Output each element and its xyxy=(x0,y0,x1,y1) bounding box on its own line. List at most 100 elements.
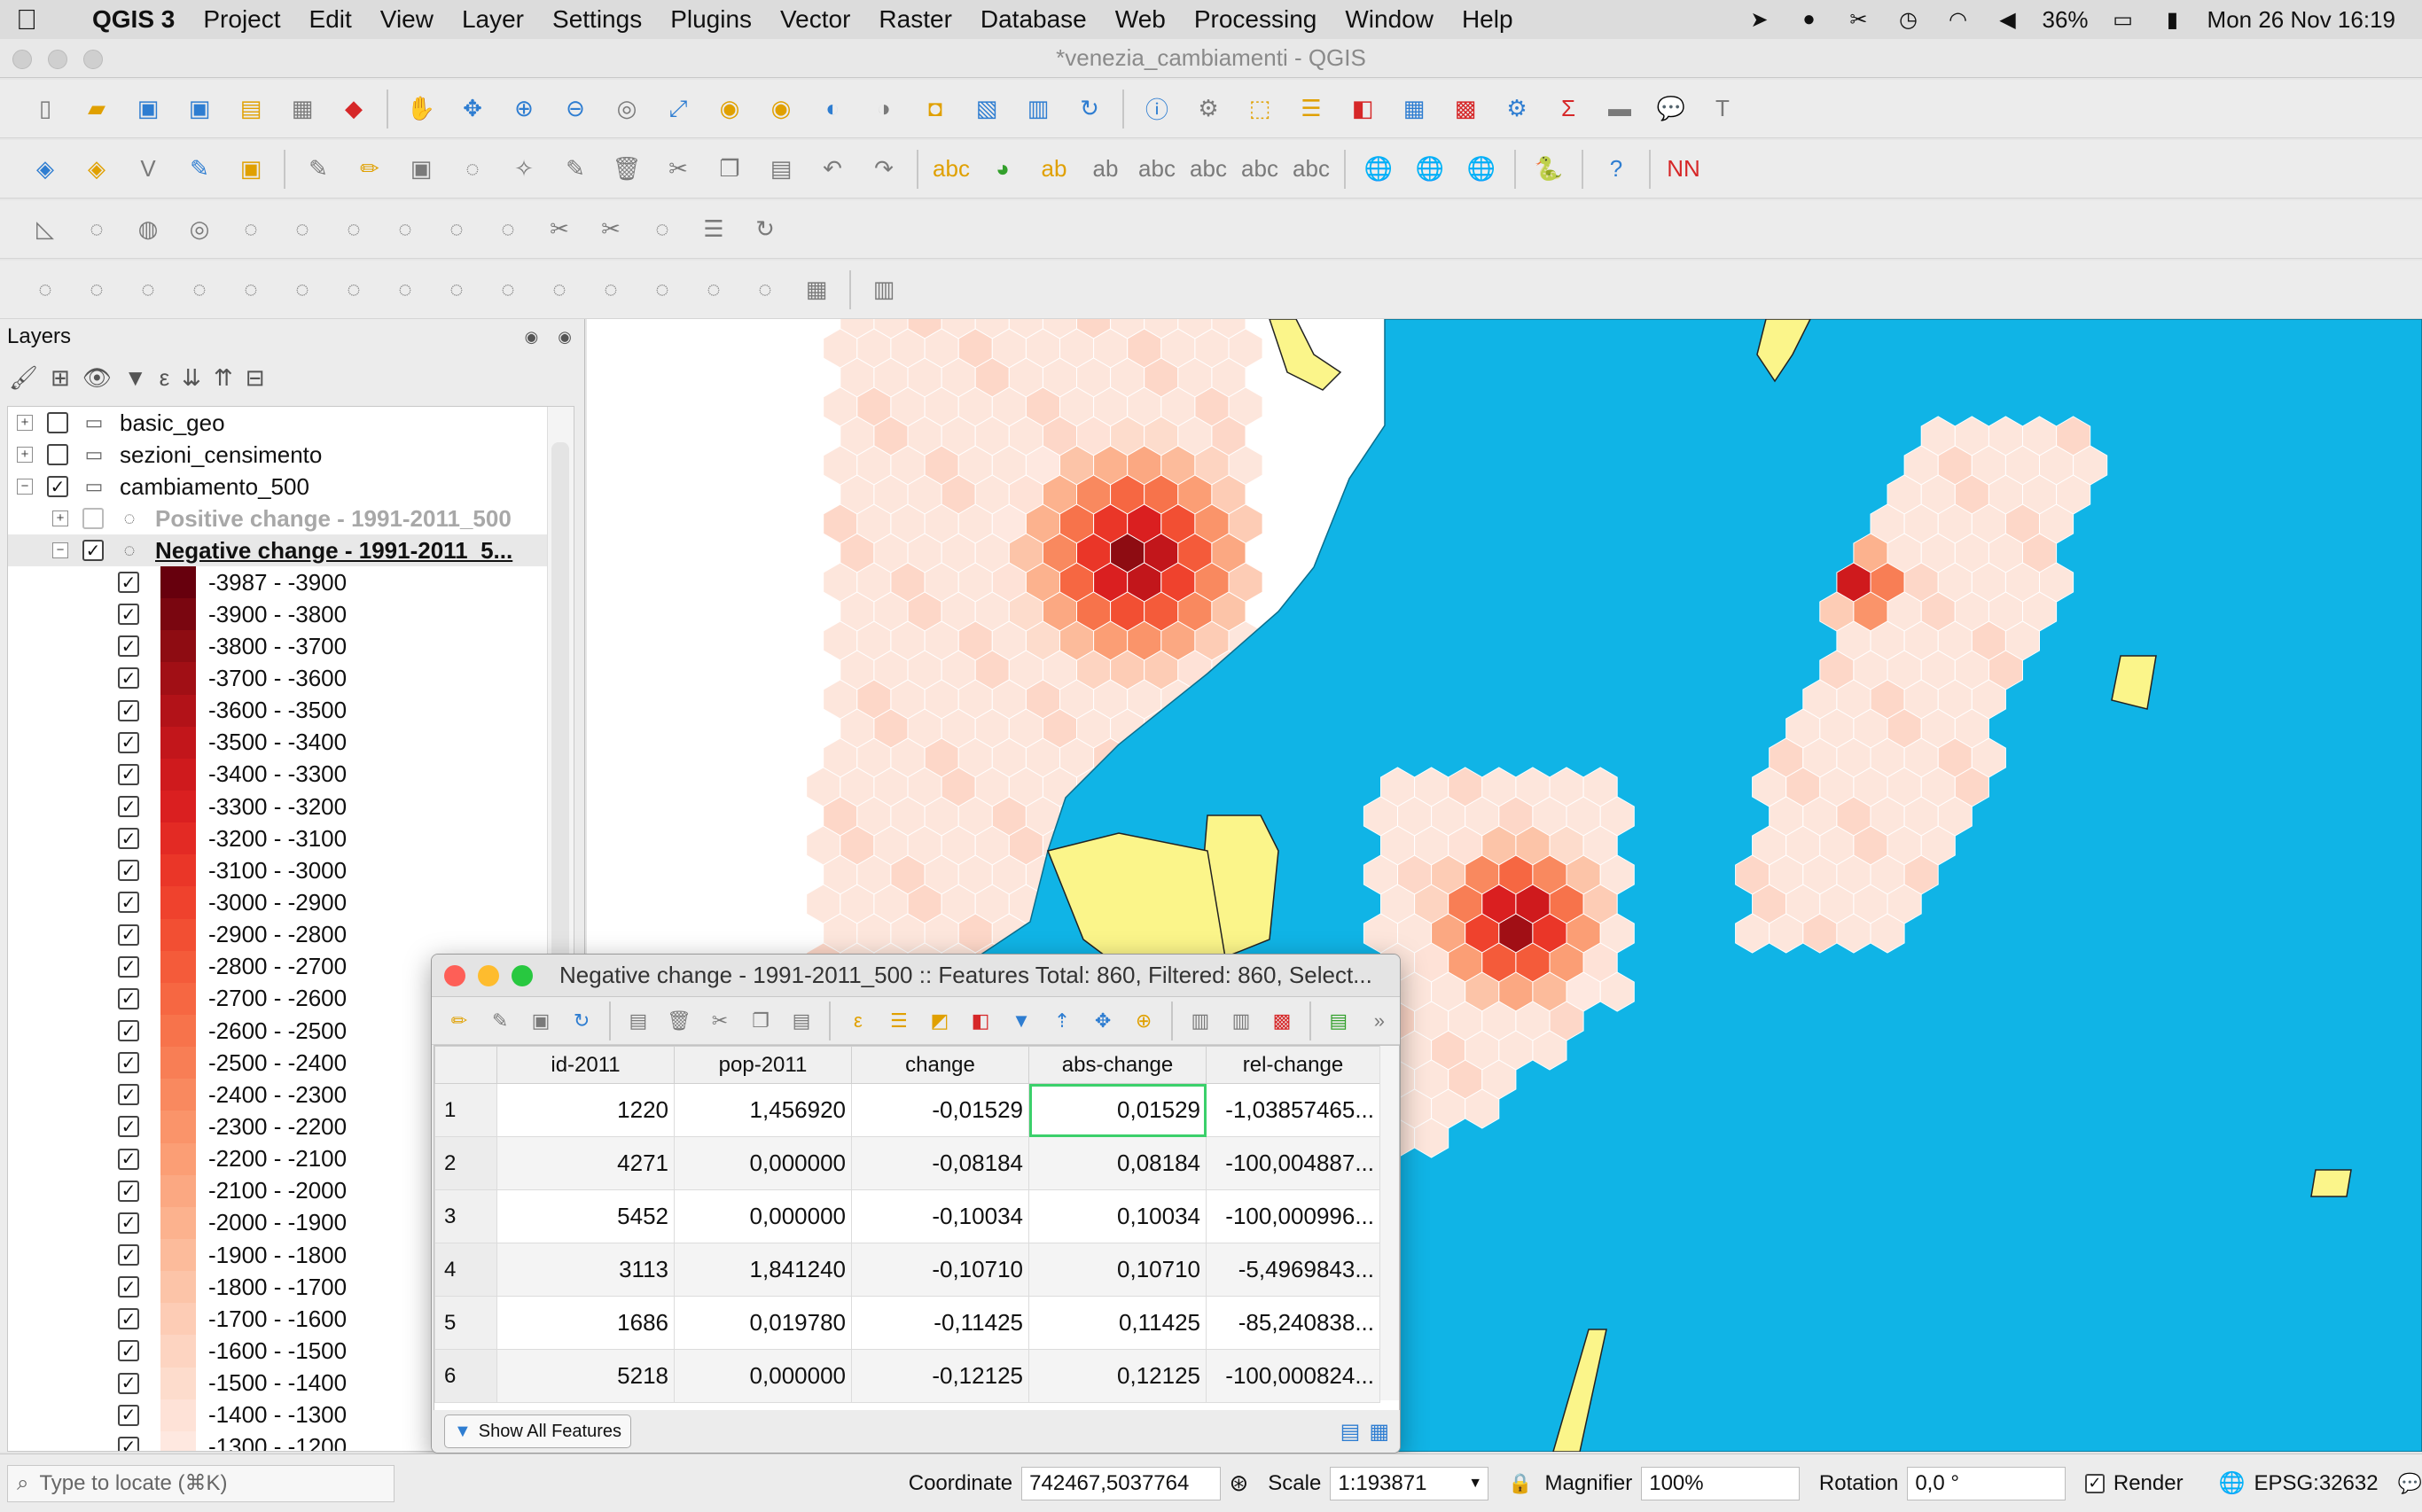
legend-class-checkbox[interactable]: ✓ xyxy=(118,1340,139,1362)
table-row[interactable]: 1 1220 1,456920 -0,01529 0,01529 -1,03857465.… xyxy=(434,1083,1380,1137)
layer-row-cambiamento-500[interactable]: − ✓ ▭ cambiamento_500 xyxy=(8,471,574,503)
legend-class-row[interactable]: ✓ -1900 - -1800 xyxy=(8,1238,574,1272)
pan-to-selection-icon[interactable]: ✥ xyxy=(463,95,482,121)
refresh-icon[interactable]: ↻ xyxy=(1080,95,1099,121)
battery-icon[interactable]: ▭ xyxy=(2113,7,2133,32)
undo-icon[interactable]: ↶ xyxy=(823,155,842,182)
time-machine-icon[interactable]: ◷ xyxy=(1899,7,1918,32)
temporal-icon[interactable]: ▥ xyxy=(1027,95,1050,121)
legend-class-checkbox[interactable]: ✓ xyxy=(118,1116,139,1138)
add-group-icon[interactable]: ⊞ xyxy=(51,363,70,391)
ellipse-tool-icon[interactable]: ◌ xyxy=(141,276,155,302)
zoom-selection-icon[interactable]: ◉ xyxy=(719,95,740,121)
apple-icon[interactable]:  xyxy=(0,4,53,36)
legend-class-row[interactable]: ✓ -3100 - -3000 xyxy=(8,854,574,887)
legend-class-checkbox[interactable]: ✓ xyxy=(118,828,139,850)
zoom-out-icon[interactable]: ⊖ xyxy=(566,95,585,121)
redo-icon[interactable]: ↷ xyxy=(874,155,894,182)
volume-icon[interactable]: ◀ xyxy=(1999,7,2016,32)
rotate-feature-icon[interactable]: ↻ xyxy=(755,215,775,242)
legend-class-checkbox[interactable]: ✓ xyxy=(118,763,139,785)
python-console-icon[interactable]: 🐍 xyxy=(1534,155,1564,182)
zoom-to-selected-icon[interactable]: ⊕ xyxy=(1135,1009,1152,1032)
table-cell[interactable]: -0,10034 xyxy=(851,1189,1029,1243)
collapse-icon[interactable]: − xyxy=(52,542,68,558)
grid-icon[interactable]: ▦ xyxy=(805,276,828,302)
table-view-icon[interactable]: ▦ xyxy=(1369,1419,1389,1444)
label-icon[interactable]: abc xyxy=(933,155,970,182)
close-window-icon[interactable] xyxy=(444,965,465,986)
legend-class-checkbox[interactable]: ✓ xyxy=(118,1436,139,1451)
legend-class-checkbox[interactable]: ✓ xyxy=(118,1148,139,1170)
legend-class-checkbox[interactable]: ✓ xyxy=(118,1308,139,1330)
legend-class-row[interactable]: ✓ -1700 - -1600 xyxy=(8,1303,574,1336)
table-cell[interactable]: -85,240838... xyxy=(1206,1296,1380,1350)
add-ring-icon[interactable]: ◌ xyxy=(90,215,104,242)
table-cell[interactable]: 3113 xyxy=(496,1243,675,1297)
label-show-icon[interactable]: abc xyxy=(1138,155,1176,182)
fill-ring-icon[interactable]: ◎ xyxy=(189,215,210,242)
polygon-tool-icon[interactable]: ◌ xyxy=(244,276,258,302)
table-cell[interactable]: 0,000000 xyxy=(674,1136,852,1190)
table-cell[interactable]: 5218 xyxy=(496,1349,675,1403)
layer-row-sezioni-censimento[interactable]: + ▭ sezioni_censimento xyxy=(8,439,574,471)
row-number[interactable]: 6 xyxy=(434,1349,497,1403)
metasearch-icon[interactable]: 🌐 xyxy=(1466,155,1496,182)
table-cell[interactable]: 1686 xyxy=(496,1296,675,1350)
menu-layer[interactable]: Layer xyxy=(461,5,525,33)
expand-all-icon[interactable]: ⇊ xyxy=(182,363,201,391)
table-cell[interactable]: 0,10034 xyxy=(1028,1189,1207,1243)
filter-expression-icon[interactable]: ε xyxy=(159,363,170,391)
locator-search-input[interactable]: ⌕ Type to locate (⌘K) xyxy=(7,1464,395,1502)
split-features-icon[interactable]: ◌ xyxy=(501,215,515,242)
row-number[interactable]: 5 xyxy=(434,1296,497,1350)
measure-icon[interactable]: ▬ xyxy=(1608,95,1631,121)
table-cell[interactable]: -0,11425 xyxy=(851,1296,1029,1350)
zoom-window-icon[interactable] xyxy=(512,965,533,986)
table-cell[interactable]: 1220 xyxy=(496,1083,675,1137)
paste-icon[interactable]: ▤ xyxy=(792,1009,811,1032)
legend-class-row[interactable]: ✓ -2400 - -2300 xyxy=(8,1079,574,1111)
legend-class-row[interactable]: ✓ -3200 - -3100 xyxy=(8,822,574,855)
circle-tool-icon[interactable]: ◌ xyxy=(90,276,104,302)
map-tips-icon[interactable]: 💬 xyxy=(1656,95,1686,121)
toggle-editing-icon[interactable]: ✏ xyxy=(360,155,379,182)
merge-features-icon[interactable]: ✂ xyxy=(601,215,621,242)
dashed-polygon-icon[interactable]: ◌ xyxy=(347,276,361,302)
wifi-icon[interactable]: ◠ xyxy=(1949,7,1967,32)
bluetooth-icon[interactable]: ➤ xyxy=(1750,7,1769,32)
open-attribute-table-icon[interactable]: ▦ xyxy=(1402,95,1426,121)
paste-icon[interactable]: ▤ xyxy=(770,155,793,182)
select-all-icon[interactable]: ☰ xyxy=(890,1009,908,1032)
legend-class-checkbox[interactable]: ✓ xyxy=(118,860,139,882)
curve-a-icon[interactable]: ◌ xyxy=(655,276,669,302)
clock[interactable]: Mon 26 Nov 16:19 xyxy=(2207,5,2395,33)
spline-tool-icon[interactable]: ◌ xyxy=(295,276,309,302)
legend-class-checkbox[interactable]: ✓ xyxy=(118,1052,139,1074)
column-header[interactable]: abs-change xyxy=(1028,1046,1207,1084)
show-bookmarks-icon[interactable]: ▧ xyxy=(975,95,998,121)
table-cell[interactable]: 0,000000 xyxy=(674,1189,852,1243)
legend-class-checkbox[interactable]: ✓ xyxy=(118,699,139,721)
toggle-extents-icon[interactable]: ⊛ xyxy=(1229,1469,1249,1496)
data-source-manager-icon[interactable]: ◈ xyxy=(36,155,54,182)
deselect-icon[interactable]: ◧ xyxy=(1351,95,1374,121)
modify-attributes-icon[interactable]: ✎ xyxy=(566,155,585,182)
legend-class-checkbox[interactable]: ✓ xyxy=(118,1372,139,1394)
legend-class-row[interactable]: ✓ -1500 - -1400 xyxy=(8,1367,574,1399)
table-cell[interactable]: 1,456920 xyxy=(674,1083,852,1137)
zoom-full-icon[interactable]: ⤢ xyxy=(668,94,688,121)
new-project-icon[interactable]: ▯ xyxy=(38,95,52,121)
globe-icon[interactable]: 🌐 xyxy=(2218,1471,2246,1495)
legend-class-checkbox[interactable]: ✓ xyxy=(118,572,139,594)
diagram-icon[interactable]: ◕ xyxy=(996,155,1010,182)
save-as-icon[interactable]: ▣ xyxy=(188,95,211,121)
messages-icon[interactable]: 💬 xyxy=(2397,1471,2422,1494)
legend-class-checkbox[interactable]: ✓ xyxy=(118,1020,139,1042)
legend-class-row[interactable]: ✓ -1400 - -1300 xyxy=(8,1399,574,1431)
table-cell[interactable]: 0,11425 xyxy=(1028,1296,1207,1350)
new-vertex-icon[interactable]: V xyxy=(140,155,156,182)
legend-class-checkbox[interactable]: ✓ xyxy=(118,635,139,658)
menu-web[interactable]: Web xyxy=(1114,5,1166,33)
regular-polygon-icon[interactable]: ◌ xyxy=(398,276,412,302)
